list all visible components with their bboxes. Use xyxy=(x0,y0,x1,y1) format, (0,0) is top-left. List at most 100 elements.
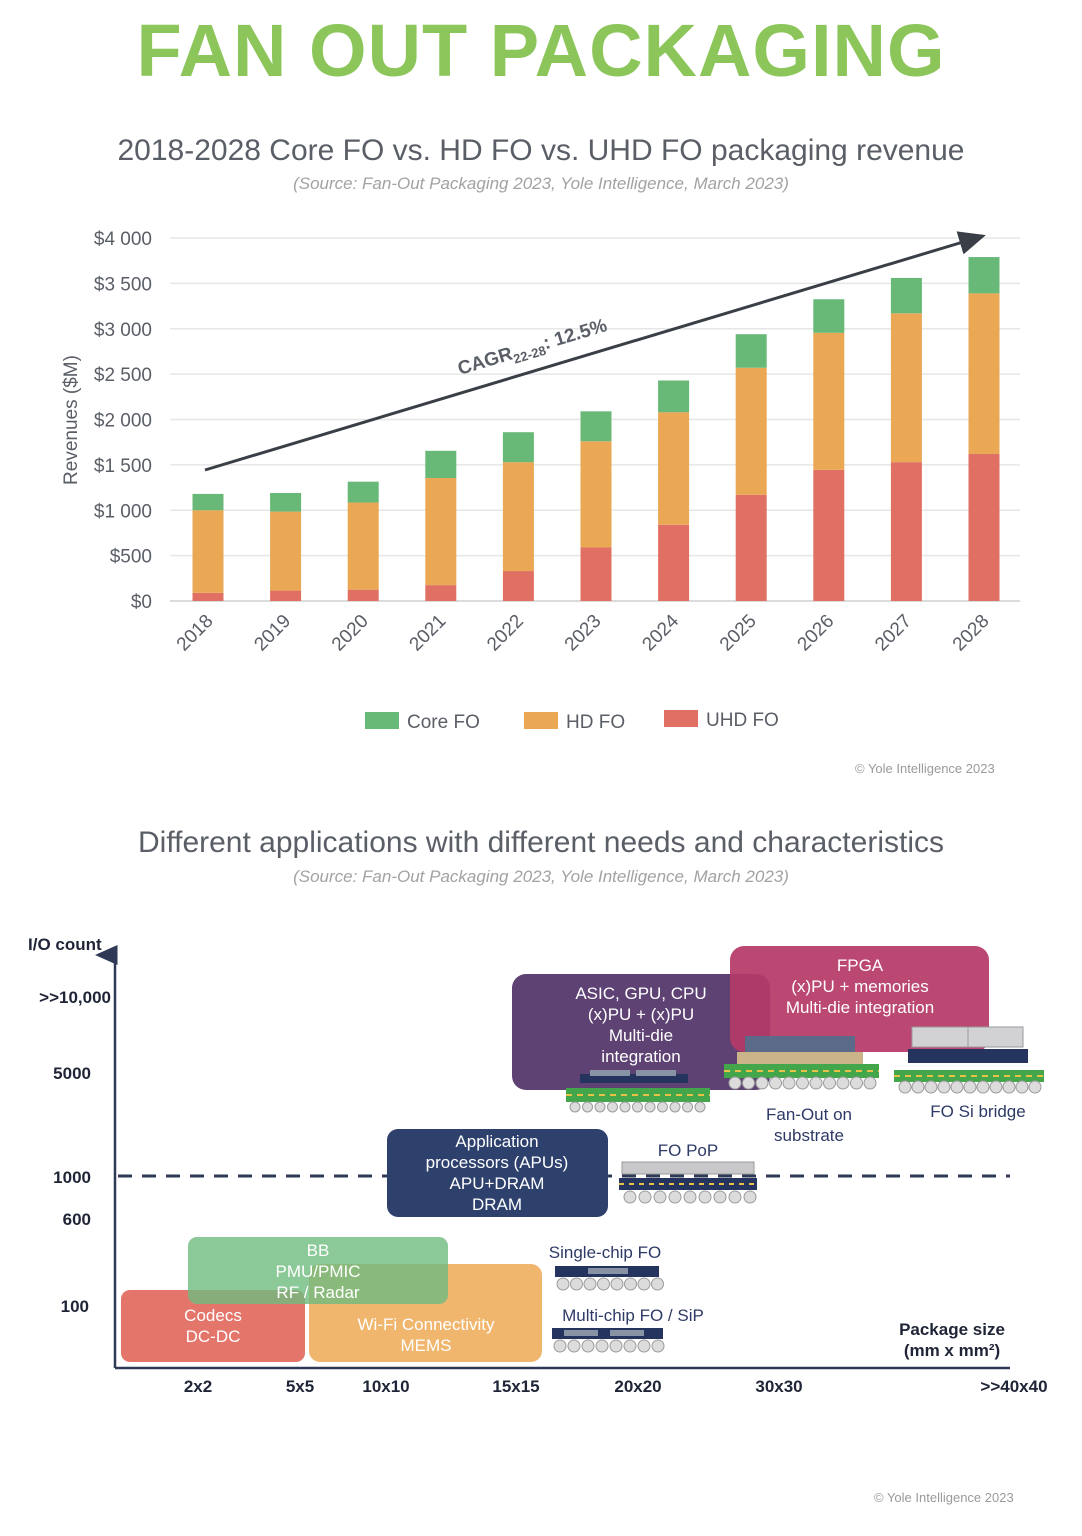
bar-uhd-fo-2019 xyxy=(270,590,302,601)
bar-hd-fo-2018 xyxy=(192,510,224,593)
bar-uhd-fo-2020 xyxy=(347,589,379,601)
svg-text:MEMS: MEMS xyxy=(401,1336,452,1355)
x-tick-label: 2019 xyxy=(250,611,295,656)
package-multi-chip-illustration xyxy=(552,1328,665,1353)
solder-ball xyxy=(657,1101,668,1113)
package-fo-pop-illustration xyxy=(619,1161,757,1204)
bar-core-fo-2018 xyxy=(192,493,224,511)
x-tick-label: 2020 xyxy=(328,611,373,656)
solder-ball xyxy=(863,1076,877,1090)
label-fo-substrate-line1: Fan-Out on xyxy=(766,1105,852,1124)
solder-ball xyxy=(597,1277,610,1291)
y-tick: >>10,000 xyxy=(39,988,111,1007)
revenue-chart-title: 2018-2028 Core FO vs. HD FO vs. UHD FO p… xyxy=(117,134,965,167)
package-asic-illustration xyxy=(566,1070,710,1113)
bar-hd-fo-2023 xyxy=(580,441,612,548)
svg-text:Application: Application xyxy=(455,1132,538,1151)
solder-ball xyxy=(638,1190,652,1204)
legend-swatch-uhd-fo xyxy=(664,710,698,727)
x-tick-label: 2024 xyxy=(638,610,683,655)
applications-diagram: I/O count >>10,000 5000 1000 600 100 2x2… xyxy=(28,935,1048,1396)
solder-ball xyxy=(924,1080,938,1094)
bar-core-fo-2023 xyxy=(580,411,612,442)
solder-ball xyxy=(624,1277,637,1291)
solder-ball xyxy=(782,1076,796,1090)
solder-ball xyxy=(1015,1080,1029,1094)
svg-text:PMU/PMIC: PMU/PMIC xyxy=(276,1262,361,1281)
solder-ball xyxy=(609,1339,623,1353)
bar-hd-fo-2020 xyxy=(347,502,379,590)
region-apu: Application processors (APUs) APU+DRAM D… xyxy=(387,1129,608,1217)
bar-core-fo-2021 xyxy=(425,450,457,479)
legend-label-hd-fo: HD FO xyxy=(566,712,625,733)
package-fo-substrate-illustration xyxy=(724,1036,879,1090)
revenue-chart-source: (Source: Fan-Out Packaging 2023, Yole In… xyxy=(293,174,789,193)
label-fo-substrate-line2: substrate xyxy=(774,1126,844,1145)
svg-text:processors (APUs): processors (APUs) xyxy=(426,1153,569,1172)
legend: Core FO HD FO UHD FO xyxy=(365,710,779,733)
solder-ball xyxy=(836,1076,850,1090)
label-multi-chip-fo: Multi-chip FO / SiP xyxy=(562,1306,704,1325)
solder-ball xyxy=(610,1277,624,1291)
x-tick-label: 2022 xyxy=(483,611,528,656)
region-bb: BB PMU/PMIC RF / Radar xyxy=(188,1237,448,1304)
svg-text:DRAM: DRAM xyxy=(472,1195,522,1214)
solder-ball xyxy=(769,1076,782,1090)
svg-text:Multi-die integration: Multi-die integration xyxy=(786,998,934,1017)
x-axis-title: Package size xyxy=(899,1320,1005,1339)
solder-ball xyxy=(963,1080,977,1094)
y-tick-label: $1 500 xyxy=(94,456,152,477)
x-tick: 10x10 xyxy=(362,1377,409,1396)
x-tick-label: 2023 xyxy=(561,611,606,656)
x-axis-unit: (mm x mm²) xyxy=(904,1341,1000,1360)
solder-ball xyxy=(809,1076,823,1090)
legend-label-core-fo: Core FO xyxy=(407,712,480,733)
bar-core-fo-2026 xyxy=(813,299,845,333)
y-tick: 1000 xyxy=(53,1168,91,1187)
svg-text:(x)PU + memories: (x)PU + memories xyxy=(791,977,928,996)
svg-text:Wi-Fi Connectivity: Wi-Fi Connectivity xyxy=(358,1315,495,1334)
solder-ball xyxy=(556,1277,570,1291)
label-fo-pop: FO PoP xyxy=(658,1141,718,1160)
bar-uhd-fo-2027 xyxy=(890,462,922,601)
solder-ball xyxy=(668,1190,682,1204)
copyright-top: © Yole Intelligence 2023 xyxy=(855,761,995,776)
y-tick-label: $2 500 xyxy=(94,365,152,386)
solder-ball xyxy=(796,1076,809,1090)
svg-text:Codecs: Codecs xyxy=(184,1306,242,1325)
region-codecs: Codecs DC-DC xyxy=(121,1290,305,1362)
solder-ball xyxy=(1028,1080,1042,1094)
y-tick: 5000 xyxy=(53,1064,91,1083)
bar-hd-fo-2028 xyxy=(968,293,1000,454)
y-tick-label: $4 000 xyxy=(94,229,152,250)
svg-text:ASIC, GPU, CPU: ASIC, GPU, CPU xyxy=(575,984,706,1003)
solder-ball xyxy=(569,1101,581,1113)
solder-ball xyxy=(637,1277,651,1291)
y-tick-label: $0 xyxy=(131,592,152,613)
region-fpga: FPGA (x)PU + memories Multi-die integrat… xyxy=(730,946,989,1052)
solder-ball xyxy=(728,1190,742,1204)
bar-core-fo-2025 xyxy=(735,334,767,368)
solder-ball xyxy=(713,1190,727,1204)
solder-ball xyxy=(623,1190,637,1204)
y-tick-label: $1 000 xyxy=(94,501,152,522)
y-tick: 100 xyxy=(61,1297,89,1316)
bar-hd-fo-2021 xyxy=(425,478,457,586)
svg-text:FPGA: FPGA xyxy=(837,956,884,975)
solder-ball xyxy=(743,1190,757,1204)
bar-hd-fo-2019 xyxy=(270,511,302,591)
bar-core-fo-2028 xyxy=(968,257,1000,294)
solder-ball xyxy=(911,1080,925,1094)
y-ticks: >>10,000 5000 1000 600 100 xyxy=(39,988,111,1316)
solder-ball xyxy=(669,1101,681,1113)
solder-ball xyxy=(619,1101,631,1113)
bar-core-fo-2022 xyxy=(502,432,534,463)
x-tick: 30x30 xyxy=(755,1377,802,1396)
legend-swatch-core-fo xyxy=(365,712,399,729)
y-tick: 600 xyxy=(63,1210,91,1229)
x-tick-label: 2027 xyxy=(871,611,916,656)
y-tick-label: $3 500 xyxy=(94,274,152,295)
bar-hd-fo-2026 xyxy=(813,332,845,470)
bar-hd-fo-2025 xyxy=(735,367,767,495)
x-tick-label: 2026 xyxy=(794,611,839,656)
